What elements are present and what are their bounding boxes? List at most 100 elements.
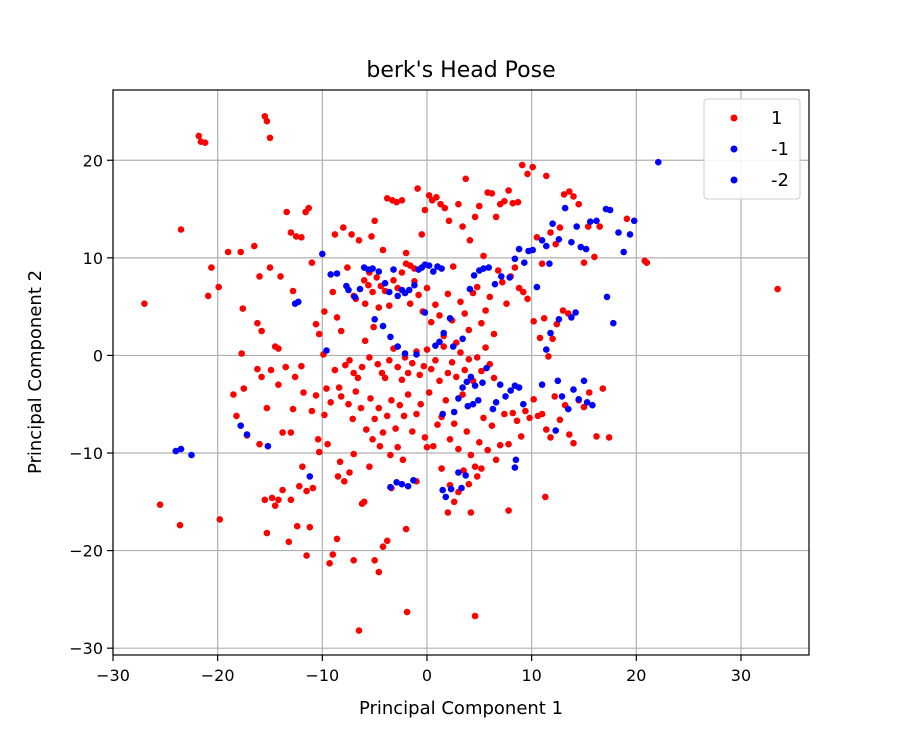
data-point-series-1: [279, 429, 286, 436]
data-point-series--1: [432, 342, 439, 350]
data-point-series--1: [489, 405, 497, 413]
data-point-series--1: [572, 309, 579, 316]
data-point-series--1: [469, 400, 477, 408]
data-point-series--1: [172, 447, 180, 455]
data-point-series--1: [543, 242, 550, 250]
data-point-series-1: [291, 373, 299, 381]
data-point-series-1: [394, 363, 402, 371]
data-point-series--1: [421, 309, 429, 316]
data-point-series--1: [387, 333, 394, 341]
data-point-series--1: [538, 381, 546, 389]
data-point-series-1: [501, 197, 508, 205]
data-point-series-1: [503, 300, 510, 308]
data-point-series-1: [478, 367, 485, 375]
data-point-series-1: [279, 486, 286, 494]
data-point-series-1: [358, 363, 366, 371]
data-point-series-1: [530, 318, 537, 325]
data-point-series-1: [414, 185, 421, 192]
data-point-series-1: [357, 404, 365, 412]
data-point-series-1: [596, 223, 603, 230]
data-point-series--1: [496, 381, 504, 389]
data-point-series-1: [355, 237, 363, 244]
data-point-series-1: [342, 361, 349, 369]
data-point-series--1: [447, 485, 455, 493]
data-point-series-1: [462, 175, 470, 183]
data-point-series-1: [239, 305, 247, 312]
data-point-series-1: [513, 417, 521, 425]
data-point-series--1: [483, 364, 490, 372]
data-point-series-1: [524, 295, 531, 303]
data-point-series-1: [455, 200, 462, 208]
data-point-series-1: [432, 357, 439, 364]
data-point-series-1: [552, 240, 559, 248]
data-point-series-1: [416, 371, 424, 379]
data-point-series-1: [490, 374, 498, 382]
data-point-series-1: [444, 290, 452, 298]
data-point-series--1: [511, 255, 519, 263]
data-point-series--1: [446, 315, 454, 322]
data-point-series-1: [398, 269, 406, 276]
data-point-series--1: [394, 343, 402, 350]
data-point-series-1: [480, 252, 487, 260]
data-point-series--1: [410, 477, 417, 484]
data-point-series-1: [386, 357, 393, 364]
data-point-series--1: [555, 236, 563, 243]
data-point-series--1: [582, 245, 590, 253]
data-point-series-1: [195, 132, 203, 140]
data-point-series--1: [351, 293, 359, 301]
data-point-series--1: [459, 384, 466, 391]
data-point-series-1: [306, 523, 314, 531]
data-point-series--1: [243, 431, 251, 438]
data-point-series-1: [549, 335, 556, 343]
data-point-series--1: [450, 408, 458, 416]
data-point-series-1: [457, 349, 464, 356]
legend-label: 1: [771, 108, 782, 129]
data-point-series-1: [333, 314, 341, 321]
data-point-series-1: [315, 330, 323, 338]
data-point-series-1: [423, 284, 431, 292]
data-point-series-1: [299, 463, 306, 471]
data-point-series-1: [476, 439, 483, 446]
data-point-series-1: [524, 170, 531, 178]
data-point-series-1: [375, 404, 383, 412]
data-point-series-1: [327, 399, 335, 406]
y-tick-label: −10: [69, 444, 103, 463]
data-point-series-1: [335, 384, 343, 391]
x-axis-ticks: −30 −20 −10 0 10 20 30: [96, 655, 751, 685]
data-point-series--1: [620, 248, 627, 256]
data-point-series-1: [392, 425, 399, 432]
data-point-series-1: [312, 392, 320, 399]
data-point-series--1: [425, 262, 433, 269]
data-point-series-1: [556, 224, 564, 231]
data-point-series-1: [409, 359, 416, 367]
data-point-series--1: [521, 259, 528, 267]
data-point-series-1: [334, 473, 342, 480]
data-point-series-1: [251, 242, 258, 250]
data-point-series-1: [309, 484, 317, 492]
data-point-series-1: [459, 223, 466, 230]
data-point-series-1: [430, 442, 437, 450]
data-point-series-1: [358, 500, 366, 508]
data-point-series-1: [298, 234, 305, 241]
data-point-series-1: [445, 217, 453, 225]
data-point-series-1: [378, 369, 386, 377]
data-point-series-1: [208, 264, 215, 271]
data-point-series-1: [425, 192, 433, 199]
data-point-series-1: [593, 433, 600, 440]
data-point-series--1: [375, 268, 383, 275]
data-point-series--1: [390, 266, 397, 273]
data-point-series-1: [289, 405, 297, 413]
data-point-series--1: [589, 401, 596, 409]
data-point-series-1: [224, 248, 232, 256]
data-point-series-1: [350, 557, 358, 564]
data-point-series-1: [375, 568, 383, 576]
data-point-series-1: [441, 204, 449, 212]
data-point-series--1: [413, 351, 420, 358]
data-point-series--1: [587, 218, 594, 225]
data-point-series-1: [315, 448, 323, 456]
data-point-series-1: [488, 422, 496, 430]
data-point-series--1: [626, 231, 634, 238]
data-point-series-1: [514, 198, 522, 206]
data-point-series--1: [449, 343, 457, 350]
data-point-series-1: [371, 217, 379, 225]
